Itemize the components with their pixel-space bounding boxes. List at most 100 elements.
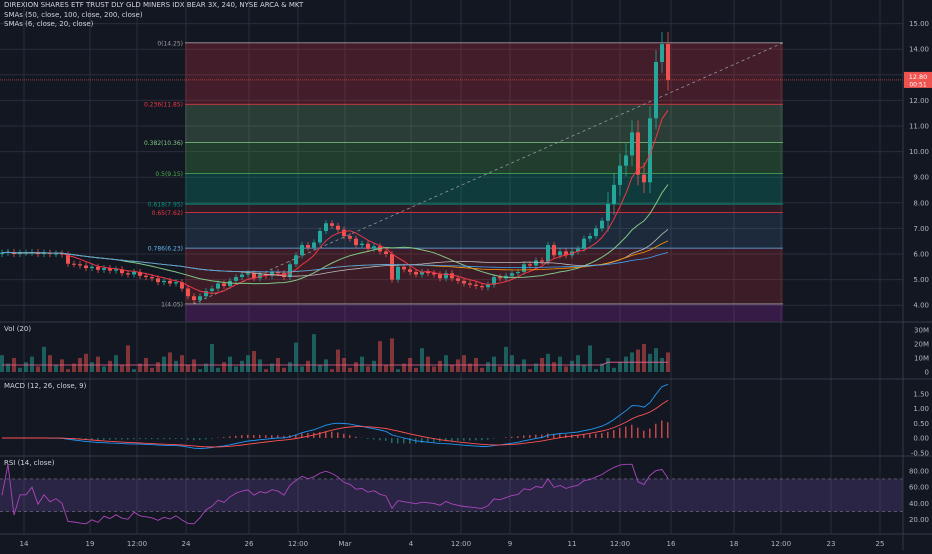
candle bbox=[474, 285, 478, 286]
macd-histogram-bar bbox=[223, 437, 225, 438]
volume-axis-label: 20M bbox=[914, 341, 929, 349]
fib-level-label: 0.5(9.15) bbox=[155, 171, 183, 178]
volume-bar bbox=[288, 362, 292, 372]
macd-histogram-bar bbox=[121, 438, 123, 439]
macd-histogram-bar bbox=[157, 438, 159, 439]
candle bbox=[462, 281, 466, 284]
volume-bar bbox=[192, 359, 196, 372]
volume-bar bbox=[162, 357, 166, 372]
volume-bar bbox=[132, 369, 136, 372]
candle bbox=[306, 245, 310, 248]
candle bbox=[618, 166, 622, 185]
macd-histogram-bar bbox=[625, 427, 627, 438]
candle bbox=[612, 185, 616, 204]
candle bbox=[588, 236, 592, 239]
candle bbox=[324, 223, 328, 231]
fibonacci-retracement[interactable]: 0(14.25)0.236(11.85)0.382(10.36)0.5(9.15… bbox=[144, 40, 783, 322]
macd-histogram-bar bbox=[655, 424, 657, 438]
time-axis-label: 18 bbox=[730, 540, 739, 548]
macd-histogram-bar bbox=[187, 438, 189, 440]
sma-legend-1[interactable]: SMAs (50, close, 100, close, 200, close) bbox=[4, 11, 303, 21]
macd-histogram-bar bbox=[205, 438, 207, 439]
macd-histogram-bar bbox=[607, 432, 609, 438]
macd-histogram-bar bbox=[463, 438, 465, 441]
volume-bar bbox=[588, 345, 592, 372]
volume-bar bbox=[318, 365, 322, 372]
symbol-legend[interactable]: DIREXION SHARES ETF TRUST DLY GLD MINERS… bbox=[4, 1, 303, 30]
macd-histogram-bar bbox=[613, 430, 615, 438]
volume-bar bbox=[564, 366, 568, 372]
rsi-axis-label: 80.00 bbox=[909, 467, 929, 475]
volume-bar bbox=[582, 365, 586, 372]
candle bbox=[552, 245, 556, 255]
macd-histogram-bar bbox=[379, 438, 381, 440]
macd-histogram-bar bbox=[355, 437, 357, 438]
volume-bar bbox=[126, 345, 130, 372]
macd-histogram-bar bbox=[193, 438, 195, 440]
candle bbox=[486, 285, 490, 288]
macd-histogram-bar bbox=[247, 435, 249, 438]
fib-zone bbox=[185, 213, 783, 249]
time-axis-label: 4 bbox=[409, 540, 414, 548]
volume-bar bbox=[618, 362, 622, 372]
macd-histogram-bar bbox=[583, 434, 585, 438]
candle bbox=[210, 289, 214, 292]
candle bbox=[90, 267, 94, 268]
volume-bar bbox=[306, 361, 310, 372]
candle bbox=[384, 251, 388, 254]
macd-pane-title[interactable]: MACD (12, 26, close, 9) bbox=[4, 382, 86, 390]
volume-bar bbox=[96, 357, 100, 372]
volume-bar bbox=[30, 357, 34, 372]
volume-pane-title[interactable]: Vol (20) bbox=[4, 325, 31, 333]
volume-bar bbox=[594, 369, 598, 372]
time-axis-label: 12:00 bbox=[610, 540, 630, 548]
volume-bar bbox=[636, 350, 640, 372]
candle bbox=[456, 278, 460, 281]
macd-histogram-bar bbox=[529, 435, 531, 438]
candle bbox=[222, 283, 226, 286]
volume-axis-label: 30M bbox=[914, 327, 929, 335]
volume-bar bbox=[234, 366, 238, 372]
volume-bar bbox=[186, 365, 190, 372]
candle bbox=[522, 264, 526, 272]
price-axis-label: 12.00 bbox=[909, 97, 929, 105]
volume-bar bbox=[648, 354, 652, 372]
volume-bar bbox=[354, 362, 358, 372]
volume-bar bbox=[438, 361, 442, 372]
volume-bar bbox=[66, 369, 70, 372]
price-axis-label: 6.00 bbox=[913, 251, 929, 259]
rsi-axis-label: 20.00 bbox=[909, 516, 929, 524]
candle bbox=[516, 272, 520, 273]
candle bbox=[162, 281, 166, 282]
candle bbox=[84, 266, 88, 269]
volume-bar bbox=[180, 355, 184, 372]
candle bbox=[534, 260, 538, 265]
volume-bar bbox=[168, 352, 172, 372]
rsi-pane-title[interactable]: RSI (14, close) bbox=[4, 459, 54, 467]
candle bbox=[396, 267, 400, 280]
macd-histogram-bar bbox=[631, 425, 633, 438]
candle bbox=[72, 264, 76, 265]
volume-bar bbox=[120, 365, 124, 372]
candle bbox=[438, 274, 442, 278]
macd-histogram-bar bbox=[235, 436, 237, 438]
rsi-axis-label: 40.00 bbox=[909, 500, 929, 508]
volume-bar bbox=[510, 355, 514, 372]
volume-bar bbox=[114, 355, 118, 372]
volume-bar bbox=[42, 347, 46, 372]
macd-axis-label: 1.00 bbox=[913, 405, 929, 413]
volume-bar bbox=[390, 338, 394, 372]
volume-bar bbox=[360, 357, 364, 372]
candle bbox=[168, 281, 172, 284]
countdown-label: 00:51 bbox=[909, 81, 926, 88]
candle bbox=[630, 132, 634, 155]
sma-legend-2[interactable]: SMAs (6, close, 20, close) bbox=[4, 20, 303, 30]
volume-bar bbox=[36, 366, 40, 372]
volume-bar bbox=[336, 350, 340, 372]
time-axis-label: 12:00 bbox=[771, 540, 791, 548]
macd-axis-label: -0.50 bbox=[911, 449, 929, 457]
volume-bar bbox=[576, 355, 580, 372]
macd-histogram-bar bbox=[367, 438, 369, 439]
